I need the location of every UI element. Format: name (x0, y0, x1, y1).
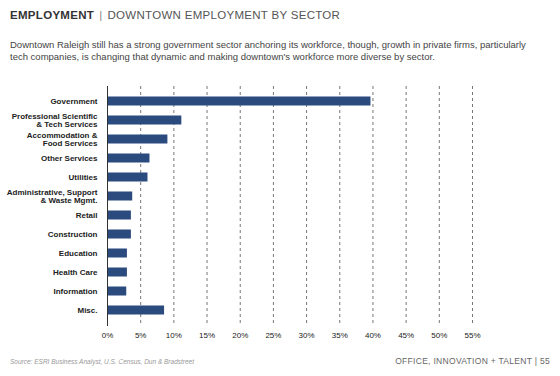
svg-text:55%: 55% (464, 331, 480, 340)
svg-text:40%: 40% (365, 331, 381, 340)
svg-text:Administrative, Support& Waste: Administrative, Support& Waste Mgmt. (7, 188, 98, 205)
svg-text:Utilities: Utilities (69, 173, 98, 182)
svg-text:45%: 45% (398, 331, 414, 340)
html-text:Downtown Raleigh still has a s: Downtown Raleigh still has a strong gove… (10, 39, 526, 62)
svg-text:Retail: Retail (76, 211, 98, 220)
svg-text:Construction: Construction (48, 230, 98, 239)
svg-text:35%: 35% (332, 331, 348, 340)
svg-text:10%: 10% (166, 331, 182, 340)
html-text:Source: ESRI Business Analyst,: Source: ESRI Business Analyst, U.S. Cens… (10, 358, 194, 365)
svg-text:Professional Scientific& Tech: Professional Scientific& Tech Services (12, 112, 98, 129)
html-text:EMPLOYMENT | DOWNTOWN EMPLOYME: EMPLOYMENT | DOWNTOWN EMPLOYMENT BY SECT… (10, 9, 341, 21)
svg-text:25%: 25% (265, 331, 281, 340)
svg-text:50%: 50% (431, 331, 447, 340)
svg-text:Education: Education (59, 249, 98, 258)
svg-text:Health Care: Health Care (53, 268, 98, 277)
svg-text:0%: 0% (102, 331, 114, 340)
svg-text:Accommodation &Food Services: Accommodation &Food Services (27, 131, 98, 148)
svg-text:15%: 15% (199, 331, 215, 340)
svg-text:30%: 30% (299, 331, 315, 340)
svg-text:Misc.: Misc. (77, 306, 97, 315)
svg-text:5%: 5% (135, 331, 147, 340)
html-text:OFFICE, INNOVATION + TALENT |: OFFICE, INNOVATION + TALENT | 55 (395, 356, 550, 366)
svg-text:Government: Government (50, 97, 97, 106)
svg-text:Other Services: Other Services (41, 154, 98, 163)
svg-text:Information: Information (54, 287, 98, 296)
svg-text:20%: 20% (232, 331, 248, 340)
